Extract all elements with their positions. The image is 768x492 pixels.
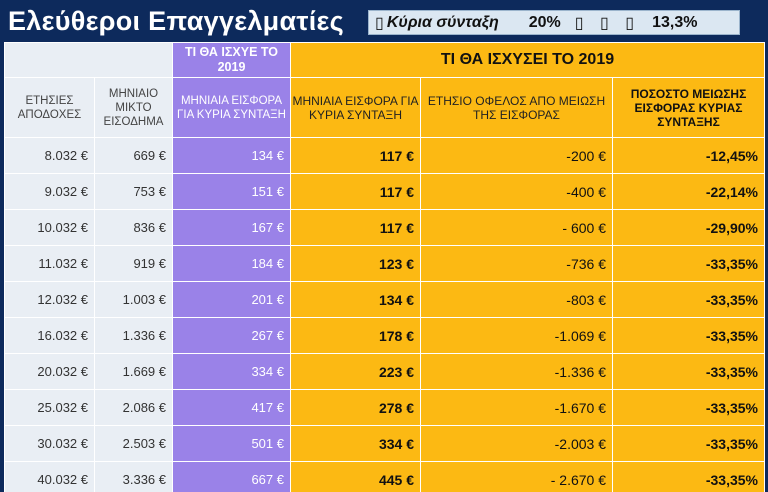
table-row: 8.032 €669 €134 €117 € -200 € -12,45% bbox=[4, 137, 766, 174]
cell-annual-benefit: -400 € bbox=[420, 173, 613, 210]
col-header-annual-benefit: ΕΤΗΣΙΟ ΟΦΕΛΟΣ ΑΠΟ ΜΕΙΩΣΗ ΤΗΣ ΕΙΣΦΟΡΑΣ bbox=[420, 77, 613, 138]
cell-monthly-income: 669 € bbox=[94, 137, 173, 174]
blank-header-cell bbox=[4, 42, 173, 78]
cell-annual-benefit: - 2.670 € bbox=[420, 461, 613, 492]
cell-annual-benefit: -1.069 € bbox=[420, 317, 613, 354]
info-label: Κύρια σύνταξη bbox=[386, 13, 499, 31]
cell-reduction-pct: -33,35% bbox=[611, 245, 766, 282]
cell-old-contribution: 334 € bbox=[172, 353, 291, 390]
cell-new-contribution: 117 € bbox=[290, 173, 421, 210]
cell-annual: 40.032 € bbox=[4, 461, 95, 492]
col-header-annual: ΕΤΗΣΙΕΣ ΑΠΟΔΟΧΕΣ bbox=[4, 77, 95, 138]
info-box: ▯ Κύρια σύνταξη 20% ▯ ▯ ▯ 13,3% bbox=[368, 10, 740, 35]
table-row: 25.032 €2.086 €417 €278 € -1.670 € -33,35% bbox=[4, 389, 766, 426]
cell-annual-benefit: -2.003 € bbox=[420, 425, 613, 462]
header-before-2019: ΤΙ ΘΑ ΙΣΧΥΕ ΤΟ 2019 bbox=[172, 42, 291, 78]
info-value-2: 13,3% bbox=[652, 13, 698, 31]
col-header-monthly-income: ΜΗΝΙΑΙΟ ΜΙΚΤΟ ΕΙΣΟΔΗΜΑ bbox=[94, 77, 173, 138]
cell-new-contribution: 223 € bbox=[290, 353, 421, 390]
cell-reduction-pct: -33,35% bbox=[611, 281, 766, 318]
contributions-table: ΤΙ ΘΑ ΙΣΧΥΕ ΤΟ 2019 ΤΙ ΘΑ ΙΣΧΥΣΕΙ ΤΟ 201… bbox=[4, 42, 766, 492]
cell-reduction-pct: -33,35% bbox=[611, 317, 766, 354]
table-row: 30.032 €2.503 €501 €334 € -2.003 € -33,35% bbox=[4, 425, 766, 462]
cell-reduction-pct: -33,35% bbox=[611, 353, 766, 390]
cell-old-contribution: 667 € bbox=[172, 461, 291, 492]
cell-old-contribution: 501 € bbox=[172, 425, 291, 462]
cell-monthly-income: 1.003 € bbox=[94, 281, 173, 318]
info-value-1: 20% bbox=[528, 13, 561, 31]
cell-annual: 9.032 € bbox=[4, 173, 95, 210]
cell-old-contribution: 134 € bbox=[172, 137, 291, 174]
table-row: 40.032 €3.336 €667 €445 € - 2.670 € -33,35… bbox=[4, 461, 766, 492]
table-row: 11.032 €919 €184 €123 € -736 € -33,35% bbox=[4, 245, 766, 282]
cell-new-contribution: 117 € bbox=[290, 209, 421, 246]
placeholder-boxes-icon: ▯ ▯ ▯ bbox=[574, 14, 641, 32]
table-column-header-row: ΕΤΗΣΙΕΣ ΑΠΟΔΟΧΕΣ ΜΗΝΙΑΙΟ ΜΙΚΤΟ ΕΙΣΟΔΗΜΑ … bbox=[4, 77, 766, 138]
col-header-new-contribution: ΜΗΝΙΑΙΑ ΕΙΣΦΟΡΑ ΓΙΑ ΚΥΡΙΑ ΣΥΝΤΑΞΗ bbox=[290, 77, 421, 138]
cell-monthly-income: 1.669 € bbox=[94, 353, 173, 390]
cell-annual-benefit: -1.336 € bbox=[420, 353, 613, 390]
cell-reduction-pct: -33,35% bbox=[611, 425, 766, 462]
cell-old-contribution: 267 € bbox=[172, 317, 291, 354]
cell-annual-benefit: - 600 € bbox=[420, 209, 613, 246]
cell-new-contribution: 134 € bbox=[290, 281, 421, 318]
cell-annual: 12.032 € bbox=[4, 281, 95, 318]
table-row: 9.032 €753 €151 €117 € -400 € -22,14% bbox=[4, 173, 766, 210]
cell-old-contribution: 201 € bbox=[172, 281, 291, 318]
cell-old-contribution: 417 € bbox=[172, 389, 291, 426]
cell-old-contribution: 167 € bbox=[172, 209, 291, 246]
table-row: 20.032 €1.669 €334 €223 € -1.336 € -33,35% bbox=[4, 353, 766, 390]
cell-old-contribution: 184 € bbox=[172, 245, 291, 282]
table-top-header-row: ΤΙ ΘΑ ΙΣΧΥΕ ΤΟ 2019 ΤΙ ΘΑ ΙΣΧΥΣΕΙ ΤΟ 201… bbox=[4, 42, 766, 78]
cell-reduction-pct: -33,35% bbox=[611, 389, 766, 426]
cell-new-contribution: 334 € bbox=[290, 425, 421, 462]
square-icon: ▯ bbox=[375, 14, 384, 32]
cell-monthly-income: 836 € bbox=[94, 209, 173, 246]
cell-new-contribution: 117 € bbox=[290, 137, 421, 174]
cell-old-contribution: 151 € bbox=[172, 173, 291, 210]
cell-reduction-pct: -33,35% bbox=[611, 461, 766, 492]
cell-annual: 8.032 € bbox=[4, 137, 95, 174]
cell-annual: 10.032 € bbox=[4, 209, 95, 246]
page-title: Ελεύθεροι Επαγγελματίες bbox=[8, 6, 344, 36]
cell-reduction-pct: -12,45% bbox=[611, 137, 766, 174]
col-header-reduction-pct: ΠΟΣΟΣΤΟ ΜΕΙΩΣΗΣ ΕΙΣΦΟΡΑΣ ΚΥΡΙΑΣ ΣΥΝΤΑΞΗΣ bbox=[611, 77, 766, 138]
cell-monthly-income: 1.336 € bbox=[94, 317, 173, 354]
col-header-old-contribution: ΜΗΝΙΑΙΑ ΕΙΣΦΟΡΑ ΓΙΑ ΚΥΡΙΑ ΣΥΝΤΑΞΗ bbox=[172, 77, 291, 138]
cell-reduction-pct: -22,14% bbox=[611, 173, 766, 210]
cell-annual: 20.032 € bbox=[4, 353, 95, 390]
cell-monthly-income: 3.336 € bbox=[94, 461, 173, 492]
cell-annual-benefit: -200 € bbox=[420, 137, 613, 174]
header-bar: Ελεύθεροι Επαγγελματίες ▯ Κύρια σύνταξη … bbox=[0, 0, 768, 44]
cell-annual-benefit: -803 € bbox=[420, 281, 613, 318]
table-row: 12.032 €1.003 €201 €134 € -803 € -33,35% bbox=[4, 281, 766, 318]
cell-monthly-income: 919 € bbox=[94, 245, 173, 282]
table-row: 16.032 €1.336 €267 €178 € -1.069 € -33,35% bbox=[4, 317, 766, 354]
cell-new-contribution: 278 € bbox=[290, 389, 421, 426]
cell-reduction-pct: -29,90% bbox=[611, 209, 766, 246]
cell-annual: 16.032 € bbox=[4, 317, 95, 354]
cell-monthly-income: 2.086 € bbox=[94, 389, 173, 426]
cell-annual-benefit: -736 € bbox=[420, 245, 613, 282]
cell-monthly-income: 2.503 € bbox=[94, 425, 173, 462]
header-from-2019: ΤΙ ΘΑ ΙΣΧΥΣΕΙ ΤΟ 2019 bbox=[289, 42, 766, 78]
cell-annual: 25.032 € bbox=[4, 389, 95, 426]
cell-new-contribution: 123 € bbox=[290, 245, 421, 282]
table-row: 10.032 €836 €167 €117 € - 600 € -29,90% bbox=[4, 209, 766, 246]
cell-monthly-income: 753 € bbox=[94, 173, 173, 210]
cell-annual: 11.032 € bbox=[4, 245, 95, 282]
cell-annual: 30.032 € bbox=[4, 425, 95, 462]
cell-new-contribution: 445 € bbox=[290, 461, 421, 492]
cell-annual-benefit: -1.670 € bbox=[420, 389, 613, 426]
cell-new-contribution: 178 € bbox=[290, 317, 421, 354]
